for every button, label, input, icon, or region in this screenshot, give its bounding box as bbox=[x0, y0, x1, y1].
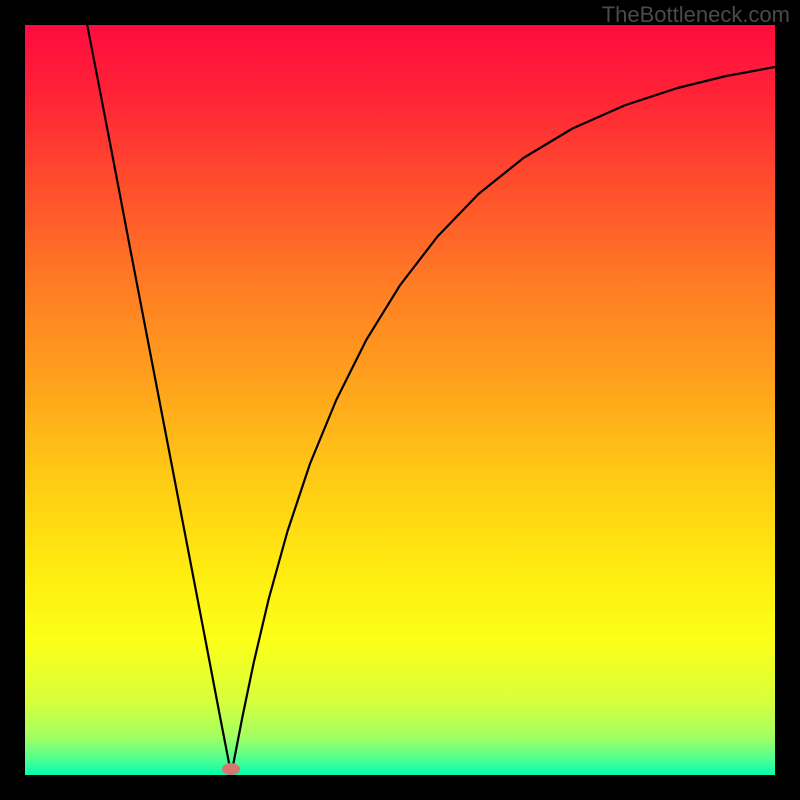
watermark-text: TheBottleneck.com bbox=[602, 2, 790, 28]
plot-area bbox=[25, 25, 775, 775]
optimum-marker bbox=[222, 763, 240, 775]
bottleneck-curve bbox=[25, 25, 775, 775]
